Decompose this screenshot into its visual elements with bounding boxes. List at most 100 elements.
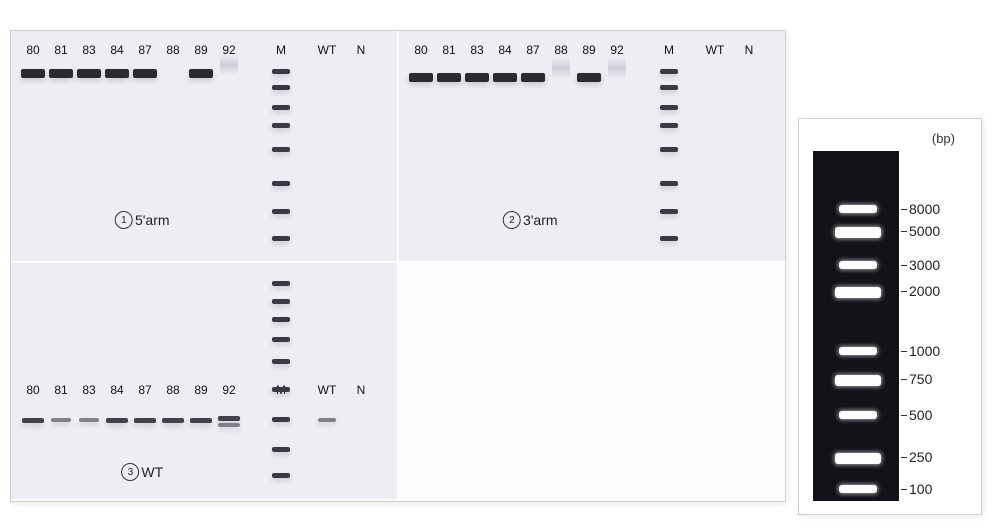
lane-label: 88 [554,43,567,57]
lane-label: 88 [166,383,179,397]
marker-size-label: 1000 [909,343,940,359]
marker-band [835,375,881,386]
gel-band [318,418,336,422]
gel-smear [552,57,570,79]
gel-band [409,73,433,82]
ladder-band [272,337,290,342]
marker-size-label: 250 [909,449,932,465]
gel-smear [608,57,626,79]
gel-figure: 80 81 83 84 87 88 89 92 M WT N 1 5'arm 80 81 83 84 87 8… [10,30,786,502]
marker-size-label: 8000 [909,201,940,217]
ladder-band [272,387,290,392]
lane-label: 84 [110,43,123,57]
lane-label: 92 [610,43,623,57]
marker-band [835,287,881,298]
panel-text-3arm: 3'arm [523,212,558,228]
lane-label: 89 [194,43,207,57]
ladder-band [660,105,678,110]
lane-label: 84 [498,43,511,57]
lane-label: M [276,43,286,57]
ladder-band [272,281,290,286]
gel-band [577,73,601,82]
gel-band [22,418,44,423]
lane-label: 83 [82,383,95,397]
lane-label: WT [318,43,337,57]
marker-band [839,261,877,269]
gel-band [79,418,99,422]
gel-band [21,69,45,78]
marker-band [839,347,877,355]
marker-size-label: 5000 [909,223,940,239]
panel-num-wt: 3 [121,463,139,481]
marker-band [839,411,877,419]
ladder-band [272,85,290,90]
gel-band [218,416,240,421]
bp-unit: (bp) [932,131,955,146]
gel-band [218,423,240,427]
lane-label: WT [706,43,725,57]
marker-size-label: 3000 [909,257,940,273]
ladder-band [272,209,290,214]
marker-gel [813,151,899,501]
gel-band [190,418,212,423]
gel-band [521,73,545,82]
panel-5arm: 8081838487888992MWTN 1 5'arm [11,31,397,261]
gel-band [189,69,213,78]
ladder-band [272,447,290,452]
lane-label: 81 [54,383,67,397]
ladder-band [660,181,678,186]
panel-label-3arm: 2 3'arm [503,211,558,229]
panel-3arm: 8081838487888992MWTN 2 3'arm [399,31,785,261]
ladder-band [272,147,290,152]
marker-band [839,205,877,213]
ladder-band [660,236,678,241]
marker-size-label: 2000 [909,283,940,299]
panel-text-5arm: 5'arm [135,212,170,228]
lane-label: WT [318,383,337,397]
lane-label: N [357,383,366,397]
marker-band [835,227,881,238]
gel-band [106,418,128,423]
gel-band [49,69,73,78]
lane-label: 81 [54,43,67,57]
ladder-band [272,236,290,241]
ladder-band [660,209,678,214]
ladder-band [660,147,678,152]
lane-label: M [664,43,674,57]
marker-size-label: 750 [909,371,932,387]
lane-label: 87 [526,43,539,57]
lane-label: 83 [470,43,483,57]
marker-size-label: 500 [909,407,932,423]
gel-band [437,73,461,82]
panel-num-5arm: 1 [115,211,133,229]
marker-panel: (bp) 8000 5000 3000 2000 1000 750 500 250 100 [798,118,982,515]
ladder-band [272,473,290,478]
marker-band [839,485,877,493]
lane-label: 80 [26,43,39,57]
lane-label: N [745,43,754,57]
gel-band [493,73,517,82]
marker-size-label: 100 [909,481,932,497]
gel-band [105,69,129,78]
lane-label: 87 [138,43,151,57]
ladder-band [272,123,290,128]
ladder-band [272,299,290,304]
gel-band [77,69,101,78]
panel-wt: 8081838487888992MWTN 3 WT [11,263,397,499]
lane-label: 83 [82,43,95,57]
lane-label: 92 [222,383,235,397]
lane-label: 84 [110,383,123,397]
panel-num-3arm: 2 [503,211,521,229]
lane-label: 88 [166,43,179,57]
ladder-band [272,181,290,186]
panel-label-wt: 3 WT [121,463,163,481]
lane-label: 80 [414,43,427,57]
gel-band [162,418,184,423]
marker-band [835,453,881,464]
lane-label: 80 [26,383,39,397]
lane-label: 87 [138,383,151,397]
ladder-band [272,317,290,322]
lane-label: N [357,43,366,57]
ladder-band [272,105,290,110]
gel-band [465,73,489,82]
